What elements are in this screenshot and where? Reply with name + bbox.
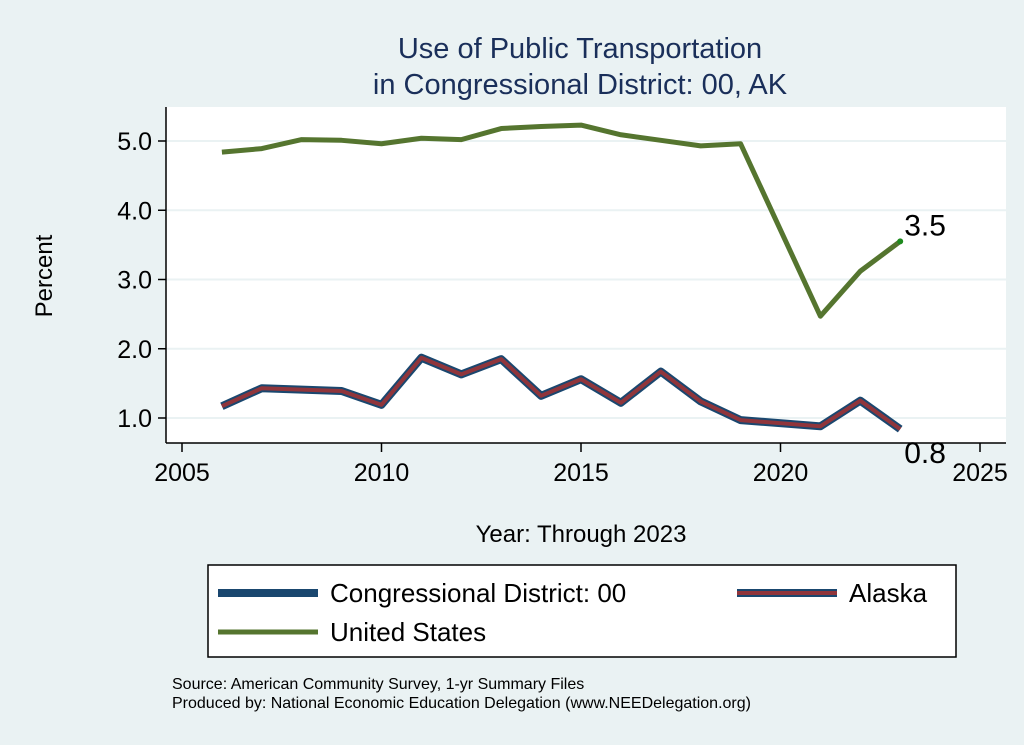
y-tick-label: 2.0 bbox=[117, 336, 152, 364]
source-note: Source: American Community Survey, 1-yr … bbox=[172, 676, 584, 693]
x-tick-label: 2015 bbox=[553, 459, 609, 487]
series-line-united-states bbox=[221, 122, 902, 319]
y-tick-label: 4.0 bbox=[117, 197, 152, 225]
us-end-label: 3.5 bbox=[904, 209, 946, 242]
series-line-alaska bbox=[221, 355, 902, 431]
svg-text:Congressional District: 00: Congressional District: 00 bbox=[330, 578, 626, 608]
x-tick-label: 2005 bbox=[154, 459, 210, 487]
y-tick-label: 5.0 bbox=[117, 128, 152, 156]
legend-item-alaska: Alaska bbox=[737, 578, 928, 608]
producer-note: Produced by: National Economic Education… bbox=[172, 695, 751, 712]
x-axis-label: Year: Through 2023 bbox=[476, 521, 687, 548]
legend: Congressional District: 00 Alaska United… bbox=[207, 564, 957, 658]
x-tick-label: 2025 bbox=[952, 459, 1008, 487]
x-tick-label: 2020 bbox=[753, 459, 809, 487]
y-tick-label: 1.0 bbox=[117, 405, 152, 433]
x-tick-label: 2010 bbox=[354, 459, 410, 487]
y-axis-label: Percent bbox=[31, 234, 58, 317]
legend-item-united-states: United States bbox=[218, 617, 486, 647]
us-end-marker bbox=[897, 238, 904, 245]
y-tick-label: 3.0 bbox=[117, 267, 152, 295]
legend-item-district: Congressional District: 00 bbox=[218, 578, 626, 608]
svg-text:United States: United States bbox=[330, 617, 486, 647]
svg-text:Alaska: Alaska bbox=[849, 578, 928, 608]
chart-title-line-1: Use of Public Transportation bbox=[398, 33, 762, 65]
chart-title-line-2: in Congressional District: 00, AK bbox=[373, 69, 788, 101]
alaska-end-label: 0.8 bbox=[904, 437, 946, 470]
